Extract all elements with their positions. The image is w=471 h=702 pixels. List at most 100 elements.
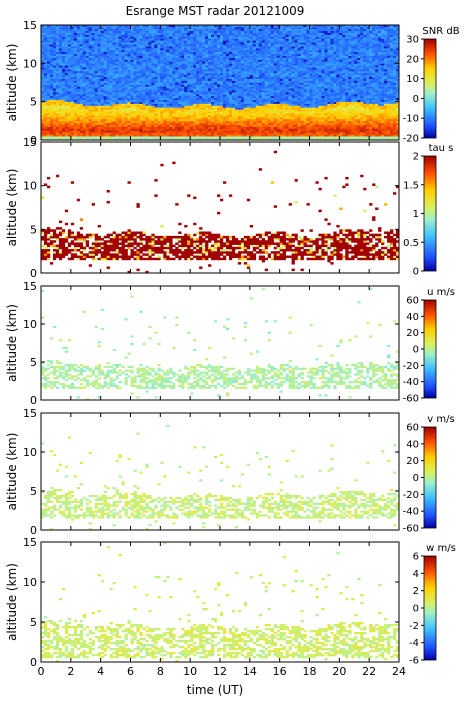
heatmap-cell [169, 53, 173, 56]
heatmap-cell [76, 46, 81, 49]
heatmap-cell [246, 101, 251, 104]
heatmap-cell [130, 40, 134, 43]
heatmap-cell [234, 95, 239, 99]
heatmap-cell [82, 130, 87, 133]
heatmap-cell [148, 94, 152, 97]
heatmap-cell [205, 48, 209, 51]
heatmap-cell [199, 63, 203, 66]
heatmap-cell [234, 72, 239, 76]
heatmap-cell [100, 53, 104, 56]
heatmap-cell [103, 74, 107, 78]
heatmap-cell [270, 138, 274, 141]
heatmap-cell [100, 136, 104, 139]
heatmap-cell [282, 49, 286, 53]
heatmap-cell [243, 111, 248, 114]
heatmap-cell [184, 72, 188, 76]
heatmap-cell [249, 53, 254, 56]
heatmap-cell [240, 44, 245, 47]
heatmap-cell [240, 107, 245, 110]
heatmap-cell [214, 128, 218, 131]
heatmap-cell [73, 76, 78, 79]
heatmap-cell [127, 99, 131, 102]
heatmap-cell [214, 120, 218, 124]
heatmap-cell [264, 72, 269, 76]
heatmap-cell [103, 61, 107, 64]
heatmap-cell [175, 69, 179, 72]
heatmap-cell [49, 65, 54, 68]
heatmap-cell [94, 136, 98, 139]
heatmap-cell [85, 49, 90, 53]
heatmap-cell [46, 32, 51, 35]
heatmap-cell [264, 74, 269, 78]
heatmap-cell [70, 59, 75, 62]
heatmap-cell [196, 80, 200, 83]
heatmap-cell [190, 72, 194, 76]
heatmap-cell [249, 113, 254, 116]
heatmap-cell [136, 126, 140, 129]
heatmap-cell [237, 25, 242, 28]
heatmap-cell [211, 76, 215, 79]
heatmap-cell [121, 49, 125, 53]
heatmap-cell [85, 109, 90, 112]
heatmap-cell [115, 97, 119, 101]
heatmap-cell [279, 99, 283, 102]
heatmap-cell [282, 59, 286, 62]
heatmap-cell [41, 86, 45, 89]
heatmap-cell [243, 51, 248, 55]
heatmap-cell [145, 117, 149, 120]
heatmap-cell [220, 32, 224, 35]
heatmap-cell [231, 36, 236, 39]
heatmap-cell [43, 92, 48, 95]
heatmap-cell [234, 126, 239, 129]
heatmap-cell [139, 138, 143, 141]
heatmap-cell [94, 61, 98, 64]
heatmap-cell [252, 132, 257, 135]
heatmap-cell [115, 128, 119, 131]
heatmap-cell [148, 38, 152, 41]
heatmap-cell [52, 61, 57, 64]
heatmap-cell [217, 67, 221, 70]
heatmap-cell [279, 128, 283, 131]
heatmap-cell [252, 118, 257, 122]
heatmap-cell [181, 51, 185, 55]
heatmap-cell [234, 44, 239, 47]
heatmap-cell [163, 44, 167, 47]
heatmap-cell [121, 30, 125, 33]
heatmap-cell [285, 48, 289, 51]
heatmap-cell [151, 74, 155, 78]
heatmap-cell [184, 128, 188, 131]
heatmap-cell [85, 90, 90, 93]
heatmap-cell [67, 97, 72, 101]
heatmap-cell [145, 28, 149, 32]
heatmap-cell [175, 49, 179, 53]
heatmap-cell [46, 48, 51, 51]
heatmap-cell [205, 109, 209, 112]
heatmap-cell [187, 78, 191, 81]
heatmap-cell [82, 46, 87, 49]
heatmap-cell [163, 51, 167, 55]
heatmap-cell [270, 130, 274, 133]
heatmap-cell [187, 95, 191, 99]
heatmap-cell [145, 126, 149, 129]
heatmap-cell [252, 59, 257, 62]
heatmap-cell [73, 78, 78, 81]
heatmap-cell [148, 80, 152, 83]
heatmap-cell [106, 111, 110, 114]
heatmap-cell [208, 136, 212, 139]
heatmap-cell [109, 34, 113, 37]
heatmap-cell [193, 101, 197, 104]
heatmap-cell [46, 101, 51, 104]
heatmap-cell [142, 34, 146, 37]
heatmap-cell [276, 124, 280, 127]
heatmap-cell [64, 44, 69, 47]
heatmap-cell [202, 99, 206, 102]
heatmap-cell [70, 42, 75, 45]
heatmap-cell [67, 117, 72, 120]
heatmap-cell [228, 38, 233, 41]
heatmap-cell [264, 95, 269, 99]
heatmap-cell [202, 55, 206, 58]
heatmap-cell [261, 65, 266, 68]
heatmap-cell [145, 38, 149, 41]
heatmap-cell [184, 51, 188, 55]
heatmap-cell [136, 25, 140, 28]
